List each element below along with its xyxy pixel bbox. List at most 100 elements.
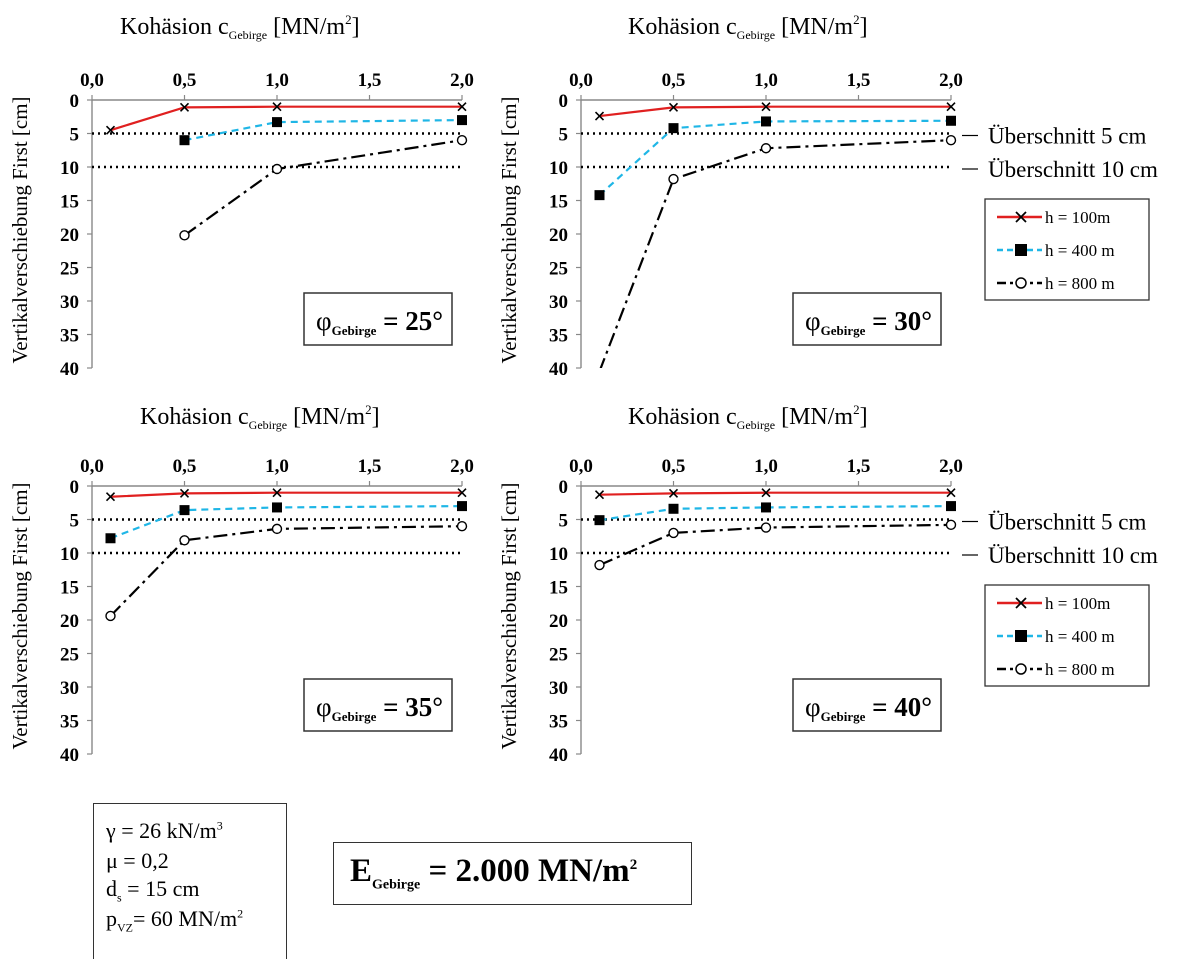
x-tick-label: 1,5	[847, 70, 871, 91]
series-line-h100m	[599, 491, 951, 496]
y-tick-label: 20	[549, 225, 568, 246]
data-point-square	[105, 533, 116, 544]
data-point-square	[594, 190, 605, 201]
data-point-circle	[271, 163, 283, 175]
x-axis-title: Kohäsion cGebirge [MN/m2]	[120, 12, 360, 42]
y-tick-label: 35	[60, 326, 79, 347]
x-tick-label: 0,5	[173, 70, 197, 91]
x-tick-label: 0,0	[569, 70, 593, 91]
friction-angle-label: φGebirge = 35°	[316, 692, 443, 724]
series-line-h100m	[110, 105, 462, 132]
data-point-circle	[105, 610, 116, 622]
gamma-parameter: γ = 26 kN/m3	[106, 818, 223, 843]
data-point-square	[272, 502, 282, 513]
y-tick-label: 35	[549, 326, 568, 347]
y-tick-label: 40	[549, 359, 568, 380]
x-tick-label: 1,5	[358, 456, 382, 477]
y-tick-label: 15	[60, 192, 79, 213]
y-tick-label: 30	[549, 292, 568, 313]
data-point-square	[457, 115, 467, 126]
x-tick-label: 0,5	[173, 456, 197, 477]
y-tick-label: 5	[559, 511, 569, 532]
reference-label-bottom-1: Überschnitt 5 cm	[988, 510, 1147, 535]
x-tick-label: 0,5	[662, 70, 686, 91]
data-point-cross	[946, 102, 956, 112]
x-tick-label: 0,0	[569, 456, 593, 477]
y-tick-label: 10	[60, 158, 79, 179]
x-tick-label: 1,5	[358, 70, 382, 91]
data-point-circle	[456, 134, 468, 146]
data-point-cross	[105, 492, 116, 502]
series-line-h800m	[599, 139, 952, 368]
data-point-cross	[668, 102, 679, 112]
legend-marker-cross	[1015, 597, 1027, 609]
data-point-square	[594, 515, 605, 526]
y-tick-label: 25	[60, 259, 79, 280]
legend-marker-circle	[1015, 277, 1027, 289]
series-line-h400m	[599, 505, 952, 522]
chart-panel-4: Kohäsion cGebirge [MN/m2] 0,0 0,5 1,0 1,5 2,0…	[497, 402, 963, 766]
series-line-h800m	[183, 139, 463, 237]
legend-2: h = 100m h = 400 m h = 800 m	[984, 584, 1150, 687]
data-point-circle	[760, 522, 772, 533]
x-tick-label: 1,5	[847, 456, 871, 477]
chart-panel-1: Kohäsion cGebirge [MN/m2] 0,0 0,5 1,0 1,5 2,0…	[8, 12, 474, 380]
data-point-circle	[760, 143, 772, 154]
series-line-h100m	[110, 491, 462, 498]
y-tick-label: 0	[559, 91, 569, 112]
friction-angle-box	[303, 292, 453, 346]
data-point-cross	[594, 111, 605, 121]
data-point-circle	[456, 521, 468, 532]
pvz-parameter: pVZ= 60 MN/m2	[106, 906, 244, 935]
y-tick-label: 10	[549, 158, 568, 179]
data-point-square	[761, 116, 771, 127]
data-point-circle	[945, 134, 957, 146]
modulus-box: EGebirge = 2.000 MN/m2	[333, 842, 692, 905]
data-point-cross	[761, 102, 771, 112]
y-tick-label: 35	[549, 712, 568, 733]
legend-label: h = 400 m	[1045, 241, 1115, 260]
data-point-cross	[272, 488, 282, 498]
data-point-circle	[179, 535, 190, 546]
x-tick-label: 2,0	[450, 70, 474, 91]
data-point-cross	[457, 488, 467, 498]
y-tick-label: 0	[70, 91, 80, 112]
modulus-label: EGebirge = 2.000 MN/m2	[350, 853, 638, 893]
x-tick-label: 1,0	[265, 456, 289, 477]
data-point-cross	[761, 488, 771, 498]
x-tick-label: 2,0	[939, 70, 963, 91]
series-line-h400m	[598, 119, 952, 196]
y-tick-label: 25	[549, 259, 568, 280]
y-tick-label: 20	[60, 611, 79, 632]
y-axis-title: Vertikalverschiebung First [cm]	[497, 482, 521, 749]
legend-1: h = 100m h = 400 m h = 800 m	[984, 198, 1150, 301]
data-point-circle	[668, 527, 679, 539]
y-axis-title: Vertikalverschiebung First [cm]	[8, 482, 32, 749]
y-axis-title: Vertikalverschiebung First [cm]	[497, 96, 521, 363]
legend-label: h = 100m	[1045, 594, 1110, 613]
legend-label: h = 100m	[1045, 208, 1110, 227]
x-axis-title: Kohäsion cGebirge [MN/m2]	[628, 402, 868, 432]
data-point-circle	[945, 519, 957, 531]
y-tick-label: 5	[559, 125, 569, 146]
reference-label-top-2: Überschnitt 10 cm	[988, 157, 1158, 182]
data-point-square	[179, 505, 190, 516]
data-point-square	[668, 123, 679, 134]
y-tick-label: 0	[559, 477, 569, 498]
data-point-square	[946, 115, 956, 126]
y-tick-label: 0	[70, 477, 80, 498]
x-tick-label: 2,0	[450, 456, 474, 477]
series-line-h800m	[599, 523, 952, 567]
series-line-h800m	[109, 525, 463, 617]
friction-angle-box	[792, 678, 942, 732]
friction-angle-label: φGebirge = 25°	[316, 306, 443, 338]
data-point-square	[179, 135, 190, 146]
data-point-cross	[668, 488, 679, 498]
y-tick-label: 25	[549, 645, 568, 666]
friction-angle-box	[792, 292, 942, 346]
data-point-cross	[179, 488, 190, 498]
data-point-square	[668, 503, 679, 514]
y-tick-label: 5	[70, 511, 80, 532]
data-point-circle	[179, 230, 190, 241]
friction-angle-label: φGebirge = 40°	[805, 692, 932, 724]
